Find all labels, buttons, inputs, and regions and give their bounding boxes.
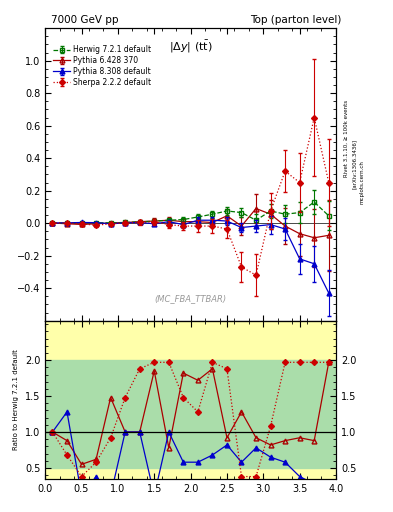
Text: (MC_FBA_TTBAR): (MC_FBA_TTBAR) bbox=[154, 294, 227, 303]
Text: [arXiv:1306.3436]: [arXiv:1306.3436] bbox=[352, 139, 357, 189]
Y-axis label: Ratio to Herwig 7.2.1 default: Ratio to Herwig 7.2.1 default bbox=[13, 349, 19, 450]
Text: mcplots.cern.ch: mcplots.cern.ch bbox=[360, 160, 365, 204]
Text: $|\Delta y|$ (t$\bar{\rm t}$): $|\Delta y|$ (t$\bar{\rm t}$) bbox=[169, 38, 213, 55]
Text: Rivet 3.1.10, ≥ 100k events: Rivet 3.1.10, ≥ 100k events bbox=[344, 100, 349, 177]
Text: Top (parton level): Top (parton level) bbox=[250, 14, 342, 25]
Legend: Herwig 7.2.1 default, Pythia 6.428 370, Pythia 8.308 default, Sherpa 2.2.2 defau: Herwig 7.2.1 default, Pythia 6.428 370, … bbox=[52, 44, 153, 89]
Bar bbox=[45, 360, 336, 468]
Text: 7000 GeV pp: 7000 GeV pp bbox=[51, 14, 119, 25]
Bar bbox=[45, 321, 336, 479]
